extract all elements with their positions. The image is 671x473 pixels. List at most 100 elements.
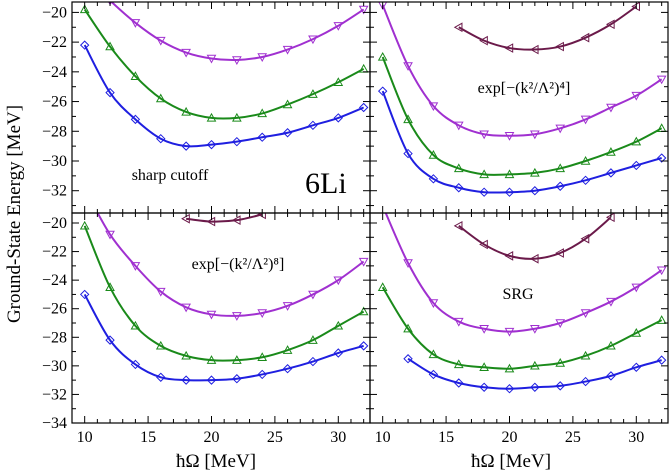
x-tick-label: 15 — [438, 429, 454, 446]
data-point-green-7 — [257, 352, 268, 361]
y-tick-label: −20 — [42, 4, 67, 21]
data-point-green-8 — [282, 345, 293, 354]
series-line-purple — [96, 213, 365, 317]
y-tick-label: −24 — [42, 272, 67, 289]
data-point-maroon-3 — [529, 44, 539, 55]
data-point-purple-5 — [206, 54, 217, 64]
panel-annotation: exp[−(k²/Λ²)⁸] — [192, 256, 285, 273]
data-point-blue-0 — [79, 40, 90, 50]
series-line-blue — [83, 293, 364, 382]
data-point-green-6 — [530, 360, 540, 370]
series-line-green — [83, 8, 365, 120]
data-point-blue-9 — [308, 356, 318, 367]
x-tick-label: 25 — [565, 429, 581, 446]
series-line-maroon — [186, 213, 263, 223]
data-point-purple-7 — [257, 53, 268, 63]
x-tick-label: 25 — [267, 429, 283, 446]
data-point-purple-6 — [530, 130, 540, 140]
data-point-green-4 — [181, 106, 191, 116]
data-point-purple-11 — [358, 257, 369, 267]
data-point-blue-5 — [206, 375, 217, 385]
data-point-green-9 — [308, 89, 318, 98]
data-point-green-8 — [580, 350, 591, 360]
series-line-blue — [381, 90, 662, 194]
data-point-blue-5 — [530, 382, 540, 392]
data-point-green-7 — [555, 357, 566, 367]
data-point-green-5 — [206, 355, 217, 364]
data-point-blue-4 — [504, 384, 515, 394]
data-point-green-1 — [105, 282, 115, 291]
data-point-green-5 — [504, 363, 515, 373]
data-point-green-4 — [181, 350, 191, 360]
data-point-blue-9 — [631, 362, 642, 372]
data-point-maroon-6 — [605, 19, 615, 30]
data-point-blue-10 — [656, 355, 667, 365]
data-point-green-6 — [232, 112, 242, 122]
x-tick-label: 30 — [628, 429, 644, 446]
data-point-purple-5 — [504, 132, 515, 141]
data-point-blue-6 — [555, 381, 565, 391]
data-point-green-10 — [631, 327, 642, 337]
data-point-green-2 — [130, 320, 141, 330]
data-point-maroon-3 — [529, 253, 539, 264]
data-point-green-3 — [155, 340, 166, 350]
data-point-blue-3 — [479, 382, 489, 392]
data-point-blue-9 — [308, 120, 318, 131]
data-point-green-10 — [631, 136, 642, 146]
data-point-green-6 — [232, 355, 242, 364]
data-point-green-5 — [504, 169, 515, 179]
data-point-green-0 — [79, 220, 90, 230]
data-point-green-4 — [479, 362, 489, 371]
plot-area — [79, 2, 369, 151]
plot-area — [79, 213, 369, 385]
series-line-purple — [110, 2, 365, 62]
data-point-green-8 — [282, 99, 293, 109]
nucleus-label: 6Li — [305, 167, 347, 200]
data-point-purple-6 — [232, 312, 242, 321]
data-point-maroon-5 — [580, 233, 590, 244]
data-point-green-7 — [257, 108, 268, 118]
panels: −20 −22 −24 −26 −28 −30 −32 sharp cutoff 6Li exp[… — [42, 1, 669, 446]
data-point-green-11 — [358, 306, 369, 316]
data-point-purple-4 — [181, 303, 191, 313]
data-point-green-3 — [453, 359, 464, 369]
data-point-blue-10 — [333, 348, 344, 358]
data-point-purple-7 — [555, 319, 566, 329]
plot-area — [377, 2, 667, 197]
y-tick-label: −26 — [42, 301, 67, 318]
data-point-maroon-2 — [504, 43, 514, 53]
data-point-blue-9 — [606, 168, 616, 178]
panel-bottom-left: −20 −22 −24 −26 −28 −30 −32 −34 10 15 20 25 30 exp[−(… — [42, 212, 371, 446]
data-point-green-11 — [656, 315, 667, 324]
data-point-blue-4 — [479, 187, 489, 197]
data-point-maroon-4 — [555, 41, 564, 52]
data-point-green-1 — [403, 323, 413, 333]
y-tick-label: −32 — [42, 183, 67, 200]
data-point-maroon-5 — [580, 32, 590, 43]
data-point-blue-8 — [282, 364, 293, 374]
panel-top-right: exp[−(k²/Λ²)⁴] — [369, 1, 669, 214]
series-line-blue — [407, 357, 662, 390]
data-point-maroon-0 — [453, 221, 463, 231]
y-tick-label: −30 — [42, 358, 67, 375]
data-point-purple-3 — [453, 317, 464, 327]
data-point-blue-3 — [156, 372, 166, 382]
y-tick-label: −24 — [42, 64, 67, 81]
data-point-green-9 — [606, 340, 616, 350]
y-tick-label: −22 — [42, 34, 67, 51]
data-point-green-10 — [333, 77, 344, 86]
data-point-maroon-1 — [479, 35, 488, 46]
panel-annotation: sharp cutoff — [132, 167, 209, 184]
x-tick-label: 20 — [203, 429, 219, 446]
data-point-blue-8 — [606, 371, 616, 381]
data-point-green-0 — [79, 4, 90, 14]
data-point-purple-3 — [155, 36, 166, 46]
data-point-blue-8 — [580, 175, 591, 186]
panel-frame — [369, 212, 669, 424]
data-point-maroon-2 — [504, 251, 514, 261]
y-tick-label: −34 — [42, 415, 67, 432]
data-point-blue-6 — [232, 136, 242, 147]
data-point-blue-1 — [428, 369, 439, 380]
data-point-purple-5 — [504, 327, 515, 337]
data-point-green-0 — [377, 51, 388, 61]
